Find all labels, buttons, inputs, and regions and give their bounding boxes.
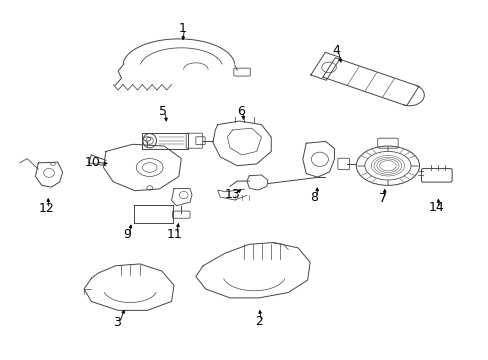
Text: 3: 3 [113,316,121,329]
Text: 1: 1 [178,22,186,35]
Text: 14: 14 [428,201,444,214]
Text: 12: 12 [38,202,54,215]
Text: 8: 8 [310,191,318,204]
Text: 5: 5 [159,105,166,118]
Text: 13: 13 [224,188,240,201]
Text: 4: 4 [331,44,339,57]
Text: 2: 2 [255,315,263,328]
Text: 11: 11 [166,228,182,241]
Text: 9: 9 [122,228,130,241]
Text: 7: 7 [378,192,386,205]
Text: 10: 10 [85,156,101,168]
Text: 6: 6 [236,105,244,118]
